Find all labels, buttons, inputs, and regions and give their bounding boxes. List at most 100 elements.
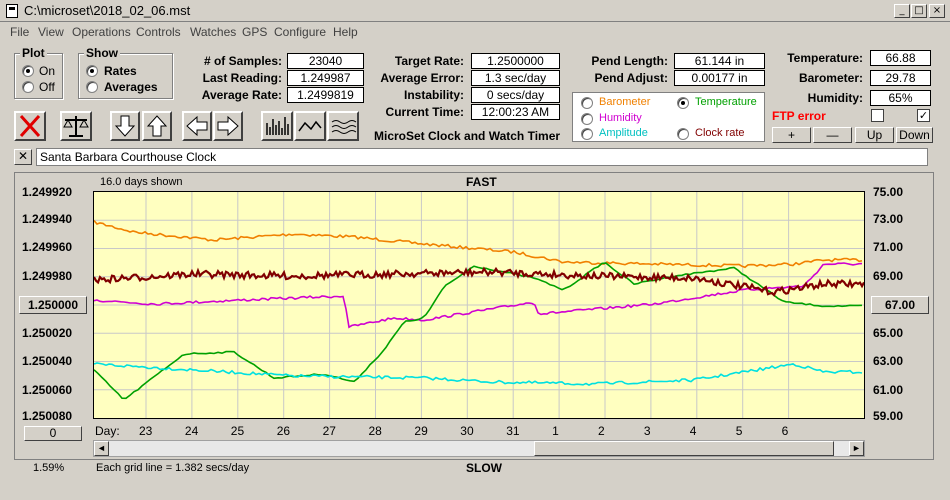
- humidity-series: [93, 262, 863, 329]
- maximize-button[interactable]: □: [911, 4, 927, 18]
- menu-view[interactable]: View: [38, 25, 64, 39]
- plus-button[interactable]: +: [772, 127, 811, 143]
- barometer-series: [93, 219, 863, 269]
- amplitude-series: [93, 362, 863, 387]
- temperature-value: 66.88: [870, 50, 931, 66]
- left-arrow-button[interactable]: [182, 111, 212, 141]
- humidity-value: 65%: [870, 90, 931, 106]
- up-arrow-button[interactable]: [142, 111, 172, 141]
- menu-operations[interactable]: Operations: [72, 25, 131, 39]
- day-axis-label: Day:: [95, 424, 120, 438]
- grid-note: Each grid line = 1.382 secs/day: [96, 462, 250, 474]
- target-rate-label: Target Rate:: [394, 54, 464, 68]
- balance-button[interactable]: [60, 111, 92, 141]
- plot-on-label: On: [39, 64, 56, 78]
- amplitude-radio[interactable]: [581, 128, 593, 140]
- day-tick: 4: [689, 424, 697, 438]
- right-arrow-button[interactable]: [213, 111, 243, 141]
- chart-frame: [14, 172, 934, 460]
- right-axis-tick: 69.00: [873, 268, 904, 283]
- left-axis-tick: 1.250040: [22, 354, 73, 368]
- menu-file[interactable]: File: [10, 25, 30, 39]
- app-caption: MicroSet Clock and Watch Timer: [374, 129, 561, 143]
- balance-scale-icon: [63, 116, 89, 137]
- zero-button[interactable]: 0: [24, 426, 82, 441]
- scroll-left-icon[interactable]: ◄: [94, 441, 109, 456]
- left-axis-tick: 1.250020: [22, 325, 73, 340]
- menu-watches[interactable]: Watches: [190, 25, 237, 39]
- pend-adjust-label: Pend Adjust:: [594, 71, 668, 85]
- time-scrollbar[interactable]: ◄ ►: [93, 440, 865, 457]
- show-rates-radio[interactable]: [86, 65, 98, 77]
- line-view-button[interactable]: [294, 111, 326, 141]
- day-tick: 5: [735, 424, 743, 438]
- last-reading-label: Last Reading:: [202, 71, 282, 85]
- left-axis-tick: 1.250080: [22, 409, 73, 423]
- down-button[interactable]: Down: [896, 127, 933, 143]
- arrow-down-icon: [114, 115, 136, 137]
- humidity-radio[interactable]: [581, 113, 593, 125]
- minimize-button[interactable]: _: [894, 4, 910, 18]
- temperature-option: Temperature: [695, 96, 757, 108]
- plot-off-radio[interactable]: [22, 81, 34, 93]
- instability-label: Instability:: [403, 88, 464, 102]
- plot-group-title: Plot: [20, 46, 47, 60]
- ftp-checkbox[interactable]: [871, 109, 884, 122]
- wave-graph-icon: [331, 120, 357, 134]
- menu-controls[interactable]: Controls: [136, 25, 181, 39]
- day-tick: 29: [414, 424, 428, 438]
- clock-rate-series: [93, 266, 865, 297]
- day-tick: 31: [506, 424, 520, 438]
- percent-label: 1.59%: [33, 462, 65, 474]
- arrow-right-icon: [217, 115, 239, 137]
- bar-graph-icon: [266, 117, 289, 135]
- left-axis-tick: 1.249960: [22, 240, 73, 254]
- pend-length-value: 61.144 in: [674, 53, 765, 69]
- close-button[interactable]: ×: [929, 4, 945, 18]
- current-time-label: Current Time:: [385, 105, 464, 119]
- menu-configure[interactable]: Configure: [274, 25, 327, 39]
- left-axis-tick: 1.249940: [22, 211, 73, 226]
- days-shown-label: 16.0 days shown: [100, 176, 183, 188]
- humidity-option: Humidity: [599, 112, 642, 124]
- option-checkbox[interactable]: ✓: [917, 109, 930, 122]
- day-tick: 26: [276, 424, 291, 438]
- plot-on-radio[interactable]: [22, 65, 34, 77]
- show-group-title: Show: [84, 46, 120, 60]
- temperature-radio[interactable]: [677, 97, 689, 109]
- day-tick: 30: [460, 424, 474, 438]
- minus-button[interactable]: —: [813, 127, 852, 143]
- right-axis-tick: 71.00: [873, 240, 904, 254]
- scroll-right-icon[interactable]: ►: [849, 441, 864, 456]
- app-icon: [6, 4, 18, 18]
- menu-help[interactable]: Help: [333, 25, 358, 39]
- bars-view-button[interactable]: [261, 111, 293, 141]
- menu-gps[interactable]: GPS: [242, 25, 268, 39]
- up-button[interactable]: Up: [855, 127, 894, 143]
- window-title: C:\microset\2018_02_06.mst: [24, 3, 191, 18]
- sensor-selector: Barometer Temperature Humidity Amplitude…: [572, 92, 765, 142]
- average-error-value: 1.3 sec/day: [471, 70, 560, 86]
- line-graph-icon: [298, 120, 322, 132]
- show-averages-radio[interactable]: [86, 81, 98, 93]
- down-arrow-button[interactable]: [110, 111, 140, 141]
- clock-name-field[interactable]: Santa Barbara Courthouse Clock: [36, 148, 928, 166]
- center-rate-button[interactable]: 1.250000: [19, 296, 87, 314]
- center-temp-button[interactable]: 67.00: [871, 296, 929, 314]
- close-clock-button[interactable]: ✕: [14, 149, 32, 165]
- scroll-thumb[interactable]: [534, 441, 834, 456]
- clock-rate-radio[interactable]: [677, 128, 689, 140]
- barometer-radio[interactable]: [581, 97, 593, 109]
- right-axis-tick: 65.00: [873, 325, 904, 340]
- right-axis-tick: 63.00: [873, 354, 904, 368]
- current-time-value: 12:00:23 AM: [471, 104, 560, 120]
- wave-view-button[interactable]: [327, 111, 359, 141]
- fast-label: FAST: [466, 175, 497, 189]
- day-tick: 28: [368, 424, 382, 438]
- right-axis-tick: 75.00: [873, 185, 904, 199]
- instability-value: 0 secs/day: [471, 87, 560, 103]
- right-axis-tick: 73.00: [873, 211, 904, 226]
- left-axis-tick: 1.249980: [22, 268, 73, 283]
- clear-button[interactable]: [14, 111, 46, 141]
- temperature-label: Temperature:: [787, 51, 863, 65]
